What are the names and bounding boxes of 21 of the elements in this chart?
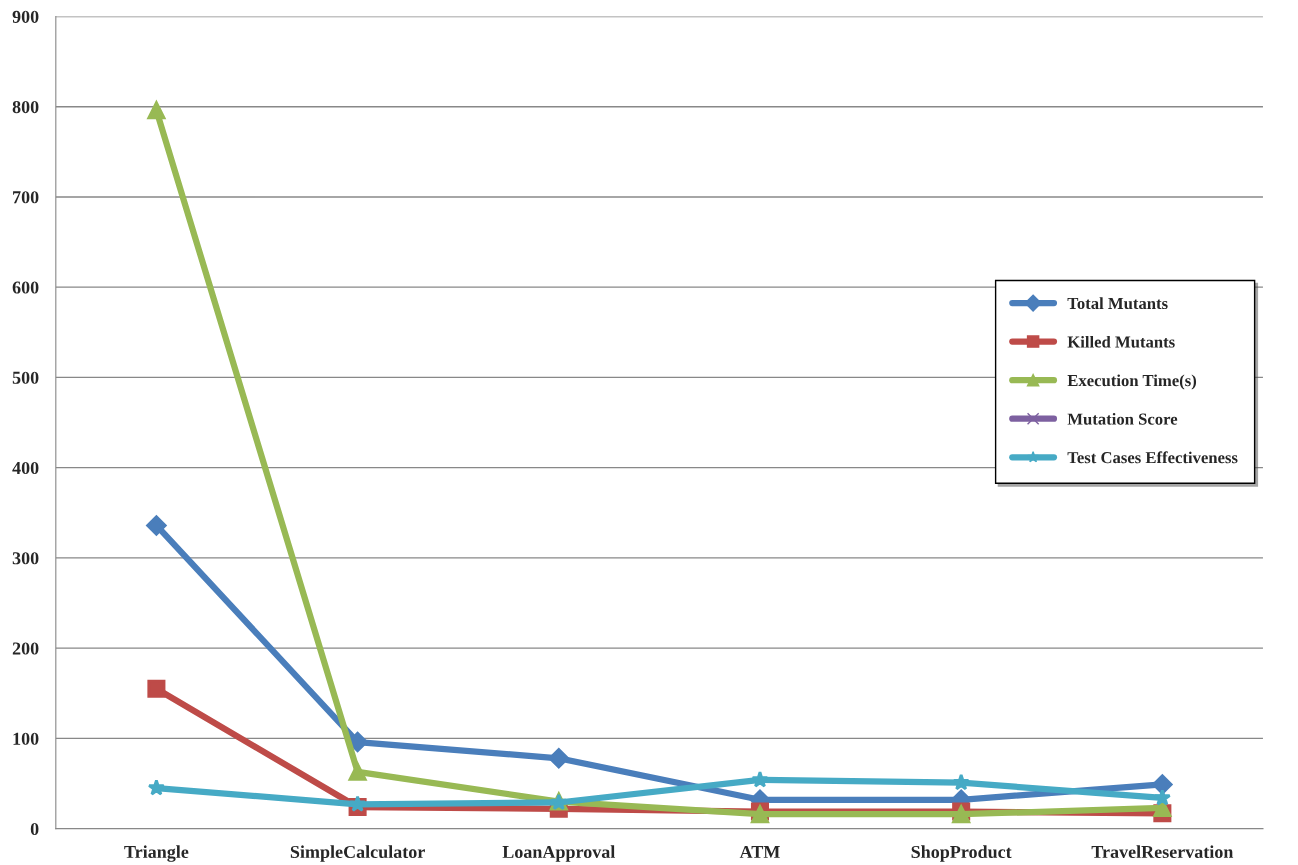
legend-label: Execution Time(s): [1067, 374, 1197, 390]
y-tick-label: 200: [12, 642, 39, 655]
x-tick-label: SimpleCalculator: [290, 845, 425, 862]
legend-label: Mutation Score: [1067, 412, 1178, 425]
y-tick-label: 500: [12, 371, 39, 384]
x-tick-label: ATM: [739, 845, 780, 858]
x-tick-label: ShopProduct: [911, 845, 1012, 862]
legend-label: Test Cases Effectiveness: [1067, 451, 1238, 464]
y-tick-label: 0: [30, 822, 39, 836]
legend-label: Total Mutants: [1067, 297, 1168, 310]
y-tick-label: 300: [12, 552, 39, 565]
legend-label: Killed Mutants: [1067, 335, 1175, 348]
y-tick-label: 700: [13, 191, 39, 204]
y-tick-label: 800: [12, 100, 39, 114]
y-tick-label: 100: [13, 732, 39, 745]
x-tick-label: TravelReservation: [1091, 845, 1234, 859]
y-tick-label: 400: [12, 461, 39, 475]
y-tick-label: 600: [12, 281, 39, 294]
y-tick-label: 900: [12, 10, 39, 23]
x-tick-label: LoanApproval: [502, 845, 616, 862]
x-tick-label: Triangle: [124, 845, 189, 862]
